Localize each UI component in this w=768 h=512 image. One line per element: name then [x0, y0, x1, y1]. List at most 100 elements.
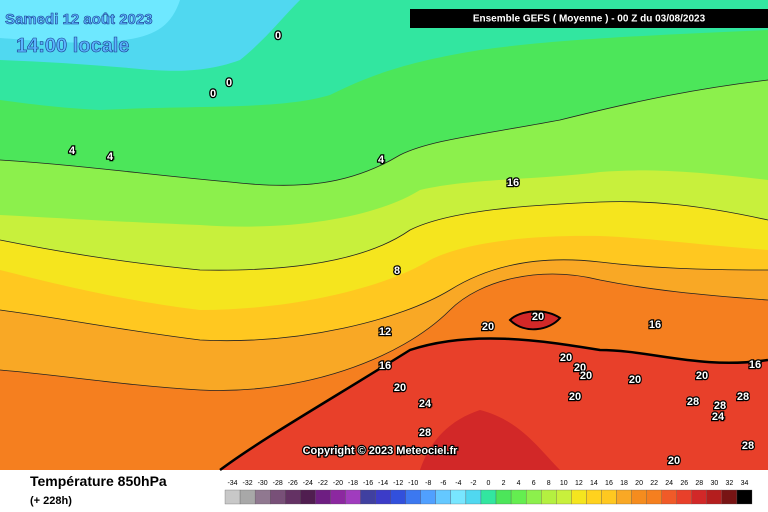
contour-label: 20	[569, 391, 581, 403]
legend-label: -20	[333, 480, 343, 487]
contour-label: 20	[668, 455, 680, 467]
legend-swatch	[601, 489, 617, 505]
contour-line	[0, 273, 768, 391]
legend-swatch	[676, 489, 692, 505]
legend-label: -10	[408, 480, 418, 487]
legend-swatch	[285, 489, 301, 505]
contour-label: 4	[107, 151, 114, 163]
legend-swatch	[646, 489, 662, 505]
contour-line-20	[219, 337, 768, 472]
legend-label: -16	[363, 480, 373, 487]
legend-label: -4	[455, 480, 461, 487]
legend-swatch	[631, 489, 647, 505]
contour-label: 0	[226, 77, 232, 89]
contour-label: 0	[275, 30, 281, 42]
contour-label: 20	[482, 321, 494, 333]
legend-swatch	[571, 489, 587, 505]
contour-label: 16	[507, 177, 519, 189]
contour-label: 20	[629, 374, 641, 386]
contour-label: 28	[742, 440, 754, 452]
contour-label: 24	[712, 411, 725, 423]
legend-label: -6	[440, 480, 446, 487]
legend-label: -26	[288, 480, 298, 487]
legend-swatch	[450, 489, 467, 505]
copyright: Copyright © 2023 Meteociel.fr	[303, 445, 459, 457]
band-28	[420, 410, 560, 470]
temperature-field	[0, 0, 768, 472]
legend-label: 12	[575, 480, 583, 487]
legend-label: -24	[303, 480, 313, 487]
color-legend: -34 -32 -30 -28 -26 -24 -22 -20 -18 -16 -14 -12 -10-…	[224, 480, 753, 505]
legend-swatch	[706, 489, 723, 505]
legend-swatch	[239, 489, 256, 505]
legend-label: -22	[318, 480, 328, 487]
run-box	[410, 9, 768, 28]
legend-label: 28	[695, 480, 703, 487]
legend-label: -32	[243, 480, 253, 487]
legend-swatch	[435, 489, 452, 505]
legend-label: -30	[258, 480, 268, 487]
contour-line	[0, 259, 768, 341]
legend-label: 32	[726, 480, 734, 487]
legend-label: 0	[487, 480, 491, 487]
legend-label: 6	[532, 480, 536, 487]
contour-label: 20	[696, 370, 708, 382]
date-label: Samedi 12 août 2023	[5, 11, 153, 28]
legend-swatch	[375, 489, 391, 505]
legend-swatch	[224, 489, 241, 505]
run-label: Ensemble GEFS ( Moyenne ) - 00 Z du 03/0…	[473, 14, 706, 25]
legend-swatch	[405, 489, 421, 505]
legend-swatch	[495, 489, 512, 505]
legend-label: -34	[227, 480, 237, 487]
legend-label: 16	[605, 480, 613, 487]
legend-swatch	[510, 489, 527, 505]
legend-swatch	[300, 489, 316, 505]
contour-label: 16	[649, 319, 661, 331]
contour-label: 28	[687, 396, 699, 408]
contour-label: 28	[714, 400, 726, 412]
legend-swatch	[691, 489, 707, 505]
legend-swatch	[525, 489, 542, 505]
legend-label: 20	[635, 480, 643, 487]
legend-label: 18	[620, 480, 628, 487]
contour-label: 8	[394, 265, 400, 277]
legend-swatch	[465, 489, 482, 505]
legend-label: -14	[378, 480, 388, 487]
footer-lead: (+ 228h)	[30, 495, 72, 507]
contour-label: 4	[69, 145, 76, 157]
legend-swatch	[254, 489, 271, 505]
contour-label: 20	[560, 352, 572, 364]
contour-label: 20	[574, 362, 586, 374]
time-label: 14:00 locale	[16, 35, 129, 57]
legend-swatch	[586, 489, 602, 505]
contour-line	[0, 201, 768, 271]
legend-swatch	[330, 489, 346, 505]
contour-label: 16	[379, 360, 391, 372]
legend-swatch	[360, 489, 376, 505]
legend-swatch	[541, 489, 557, 505]
legend-swatch	[480, 489, 497, 505]
legend-label: 30	[710, 480, 718, 487]
legend-label: 10	[560, 480, 568, 487]
contour-label: 4	[378, 154, 385, 166]
legend-label: 4	[517, 480, 521, 487]
contour-line	[0, 79, 768, 186]
legend-swatch	[345, 489, 361, 505]
band-cold	[0, 0, 180, 43]
contour-label: 12	[379, 326, 391, 338]
contour-label: 20	[532, 311, 544, 323]
contour-label: 28	[419, 427, 431, 439]
legend-label: 22	[650, 480, 658, 487]
contour-label: 16	[749, 359, 761, 371]
legend-label: 34	[741, 480, 749, 487]
contour-label: 20	[580, 370, 592, 382]
contour-label: 20	[394, 382, 406, 394]
legend-swatch	[420, 489, 436, 505]
legend-label: -2	[470, 480, 476, 487]
legend-swatch	[721, 489, 738, 505]
legend-label: 26	[680, 480, 688, 487]
legend-label: 2	[502, 480, 506, 487]
